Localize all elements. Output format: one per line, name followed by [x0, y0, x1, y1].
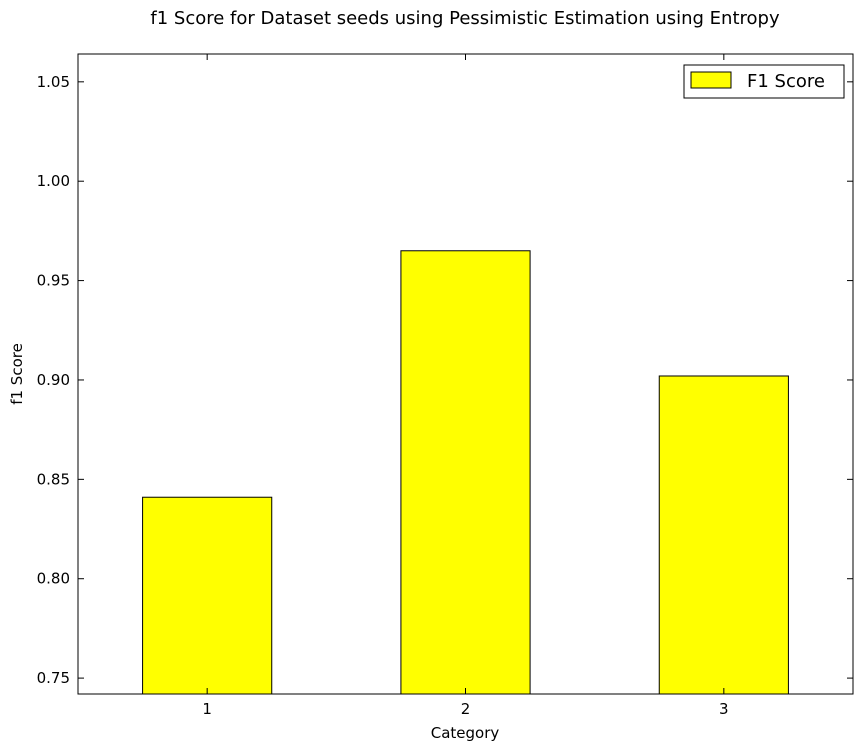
x-tick-label-3: 3	[719, 700, 729, 718]
chart-title: f1 Score for Dataset seeds using Pessimi…	[150, 8, 780, 29]
legend-label: F1 Score	[747, 71, 825, 92]
y-tick-label-2: 0.85	[37, 470, 70, 488]
x-tick-label-2: 2	[461, 700, 471, 718]
y-tick-label-5: 1.00	[37, 172, 70, 190]
y-tick-label-1: 0.80	[37, 570, 70, 588]
legend-swatch	[690, 71, 732, 89]
ticks-group: 1 2 3 0.75 0.80 0.85 0.90 0.95 1.00 1.05	[37, 54, 853, 718]
y-tick-label-3: 0.90	[37, 371, 70, 389]
y-tick-label-0: 0.75	[37, 669, 70, 687]
x-tick-label-1: 1	[202, 700, 212, 718]
plot-frame	[77, 53, 854, 695]
bar-3	[658, 375, 789, 695]
y-tick-label-6: 1.05	[37, 73, 70, 91]
bar-1	[142, 496, 273, 695]
bar-2	[400, 250, 531, 695]
x-axis-label: Category	[431, 724, 500, 742]
legend: F1 Score	[683, 64, 845, 99]
bars-group	[142, 250, 789, 695]
y-tick-label-4: 0.95	[37, 272, 70, 290]
y-axis-label: f1 Score	[8, 343, 26, 405]
